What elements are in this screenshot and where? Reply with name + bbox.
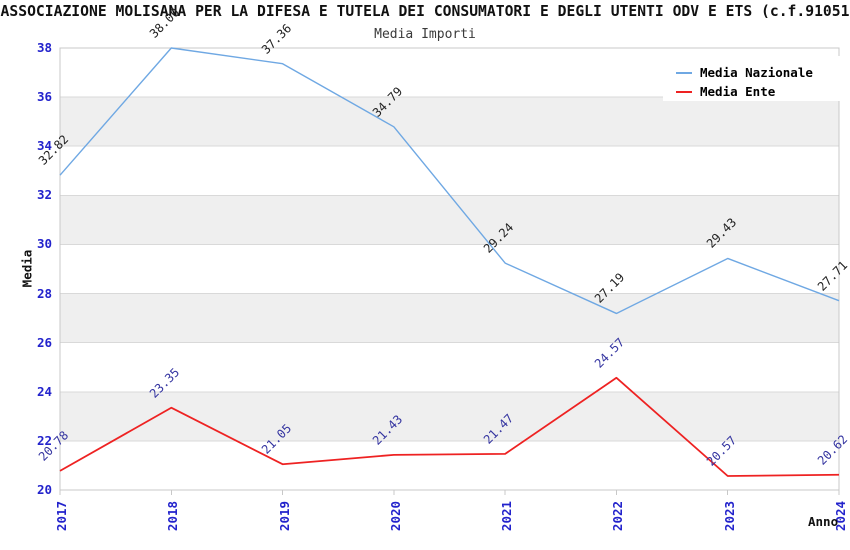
x-tick-label: 2019 xyxy=(276,500,292,532)
y-tick-label: 28 xyxy=(36,285,52,301)
band xyxy=(60,391,839,441)
y-tick-label: 24 xyxy=(36,383,52,399)
series-line-media-nazionale xyxy=(59,47,840,315)
chart-subtitle: Media Importi xyxy=(374,27,476,42)
legend: Media Nazionale Media Ente xyxy=(663,56,847,101)
x-tick-label: 2021 xyxy=(499,500,515,532)
x-tick-label: 2020 xyxy=(387,500,403,532)
x-axis-title: Anno xyxy=(808,514,839,529)
legend-line-sample-nazionale xyxy=(676,71,692,74)
band xyxy=(60,293,839,343)
y-tick-label: 34 xyxy=(36,138,52,154)
y-tick-label: 32 xyxy=(36,187,52,203)
x-tick-label: 2022 xyxy=(610,500,626,532)
chart-title: ASSOCIAZIONE MOLISANA PER LA DIFESA E TU… xyxy=(0,3,850,20)
legend-item-media-ente: Media Ente xyxy=(663,82,847,101)
y-tick-label: 38 xyxy=(36,40,52,55)
y-tick-label: 20 xyxy=(36,482,52,497)
legend-label-media-nazionale: Media Nazionale xyxy=(700,65,813,80)
y-tick-label: 26 xyxy=(36,334,52,350)
legend-item-media-nazionale: Media Nazionale xyxy=(663,63,847,82)
band xyxy=(60,97,839,147)
y-tick-label: 22 xyxy=(36,432,52,448)
y-tick-label: 30 xyxy=(36,236,52,252)
band xyxy=(60,195,839,245)
x-tick-label: 2023 xyxy=(721,500,737,532)
plot-border xyxy=(59,47,840,491)
y-axis-title: Media xyxy=(19,249,35,288)
series-line-media-ente xyxy=(59,376,840,477)
legend-label-media-ente: Media Ente xyxy=(700,84,776,99)
legend-line-sample-ente xyxy=(676,90,692,93)
x-tick-label: 2017 xyxy=(54,500,69,532)
x-tick-label: 2018 xyxy=(165,500,181,532)
y-tick-label: 36 xyxy=(36,89,52,105)
